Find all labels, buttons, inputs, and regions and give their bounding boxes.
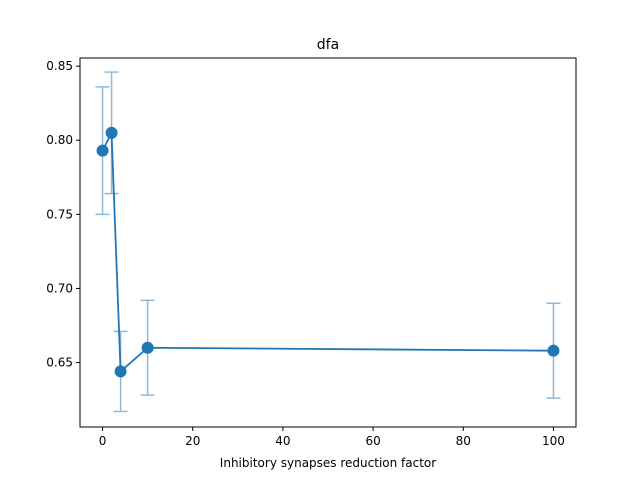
x-tick-label: 20 bbox=[185, 434, 200, 448]
y-tick-label: 0.80 bbox=[46, 133, 73, 147]
x-tick-label: 40 bbox=[275, 434, 290, 448]
x-tick-label: 80 bbox=[456, 434, 471, 448]
data-point bbox=[547, 344, 560, 357]
x-tick-label: 100 bbox=[542, 434, 565, 448]
chart-title: dfa bbox=[317, 37, 339, 53]
data-point bbox=[105, 126, 118, 139]
plot-area bbox=[95, 71, 561, 413]
y-tick-label: 0.70 bbox=[46, 281, 73, 295]
axes-frame bbox=[79, 57, 577, 428]
y-tick-label: 0.85 bbox=[46, 59, 73, 73]
data-point bbox=[141, 341, 154, 354]
data-point bbox=[114, 365, 127, 378]
x-tick-label: 60 bbox=[365, 434, 380, 448]
y-tick-label: 0.65 bbox=[46, 356, 73, 370]
y-tick-label: 0.75 bbox=[46, 207, 73, 221]
x-tick-label: 0 bbox=[99, 434, 107, 448]
x-axis-label: Inhibitory synapses reduction factor bbox=[220, 456, 436, 470]
data-point bbox=[96, 144, 109, 157]
